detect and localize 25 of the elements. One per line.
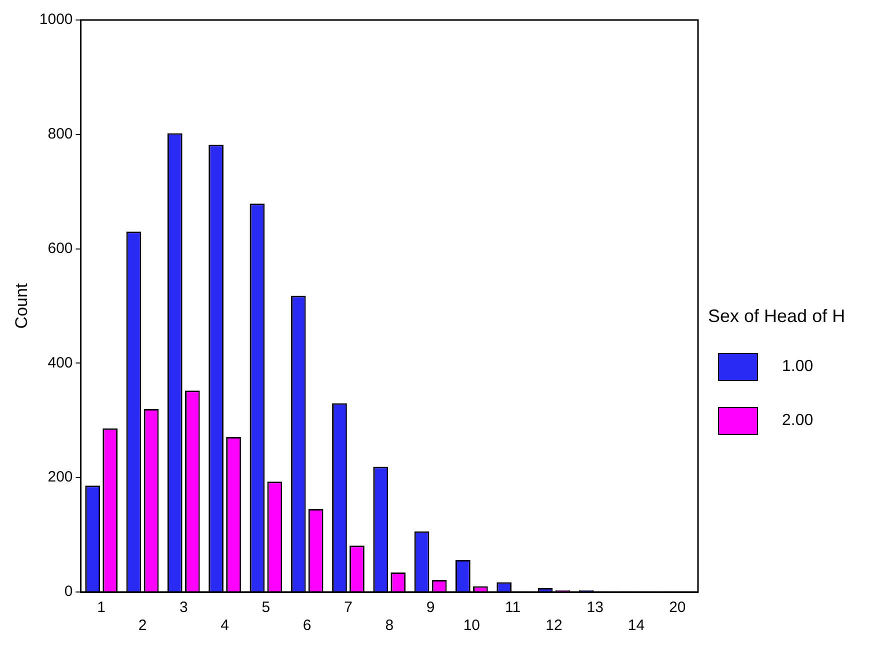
x-tick-label: 12	[546, 617, 562, 634]
y-axis-title: Count	[12, 283, 31, 329]
x-tick-label: 6	[302, 617, 312, 634]
y-tick-label: 200	[48, 468, 73, 486]
y-tick-label: 400	[48, 354, 73, 372]
y-tick-label: 1000	[39, 11, 73, 28]
y-tick-label: 0	[64, 583, 73, 600]
legend-title: Sex of Head of H	[708, 306, 846, 326]
x-tick-label: 1	[97, 599, 106, 616]
x-tick-label: 11	[505, 599, 521, 616]
x-tick-label: 2	[138, 617, 147, 634]
x-tick-label: 10	[463, 617, 480, 634]
y-tick-label: 600	[48, 240, 73, 257]
x-tick-label: 9	[426, 599, 435, 616]
x-tick-label: 7	[344, 599, 352, 616]
x-tick-label: 5	[262, 599, 270, 616]
x-tick-label: 4	[220, 617, 229, 634]
x-tick-label: 14	[628, 617, 645, 634]
legend-label: 1.00	[782, 358, 814, 376]
x-tick-label: 8	[385, 617, 394, 634]
x-tick-label: 3	[179, 599, 188, 616]
legend-label: 2.00	[782, 412, 814, 430]
y-tick-label: 800	[48, 126, 73, 143]
x-tick-label: 13	[586, 599, 604, 616]
x-tick-label: 20	[669, 599, 686, 616]
